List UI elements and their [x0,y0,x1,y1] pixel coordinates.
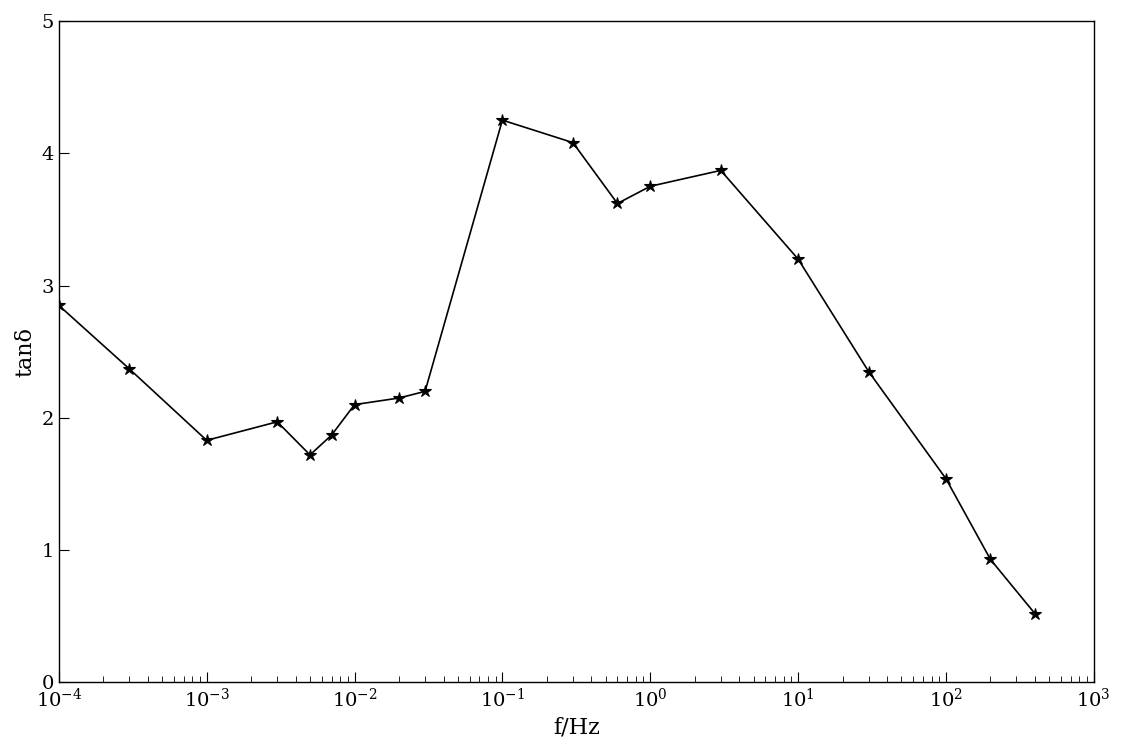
Y-axis label: tanδ: tanδ [14,326,36,377]
X-axis label: f/Hz: f/Hz [552,716,600,738]
